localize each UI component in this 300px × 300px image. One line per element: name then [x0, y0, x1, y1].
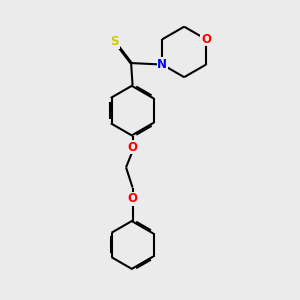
- Text: S: S: [110, 35, 119, 48]
- Text: N: N: [157, 58, 167, 71]
- Text: O: O: [128, 192, 138, 206]
- Text: O: O: [128, 141, 138, 154]
- Text: O: O: [201, 33, 211, 46]
